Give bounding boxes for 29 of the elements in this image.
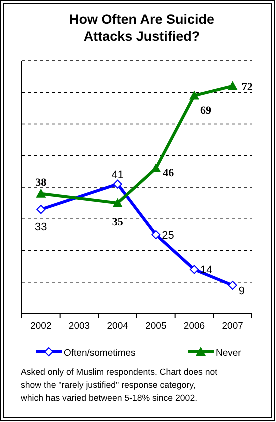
x-tick-label: 2002 [30,321,52,332]
x-tick-label: 2004 [107,321,128,332]
text: Asked only of Muslim respondents. Chart does not show the "rarely justified" response category, which has varied between 5-18% since 2002. [20,367,218,403]
point [112,198,123,208]
data-label: 69 [200,104,212,117]
data-label: 14 [200,264,213,277]
data-label: 46 [163,168,175,180]
point [190,265,199,274]
data-label: 25 [162,230,174,242]
point [113,180,122,189]
point [190,90,200,100]
x-tick-label: 2006 [184,321,206,332]
point [228,81,238,90]
data-label: 72 [242,81,254,94]
chart-title: How Often Are Suicide Attacks Justified? [69,12,215,44]
point [152,230,161,240]
x-tick-label: 2003 [68,321,90,332]
data-label: 33 [35,222,48,234]
point [151,164,162,173]
x-tick-label: 2005 [146,321,167,332]
data-label: 41 [112,169,124,182]
point [228,281,238,290]
data-label: 9 [238,286,245,298]
legend-label: Never [216,348,242,359]
legend-label: Often/sometimes [64,348,136,359]
point [36,188,46,198]
x-tick-label: 2007 [222,321,244,332]
data-label: 38 [36,176,48,189]
point [36,205,46,214]
